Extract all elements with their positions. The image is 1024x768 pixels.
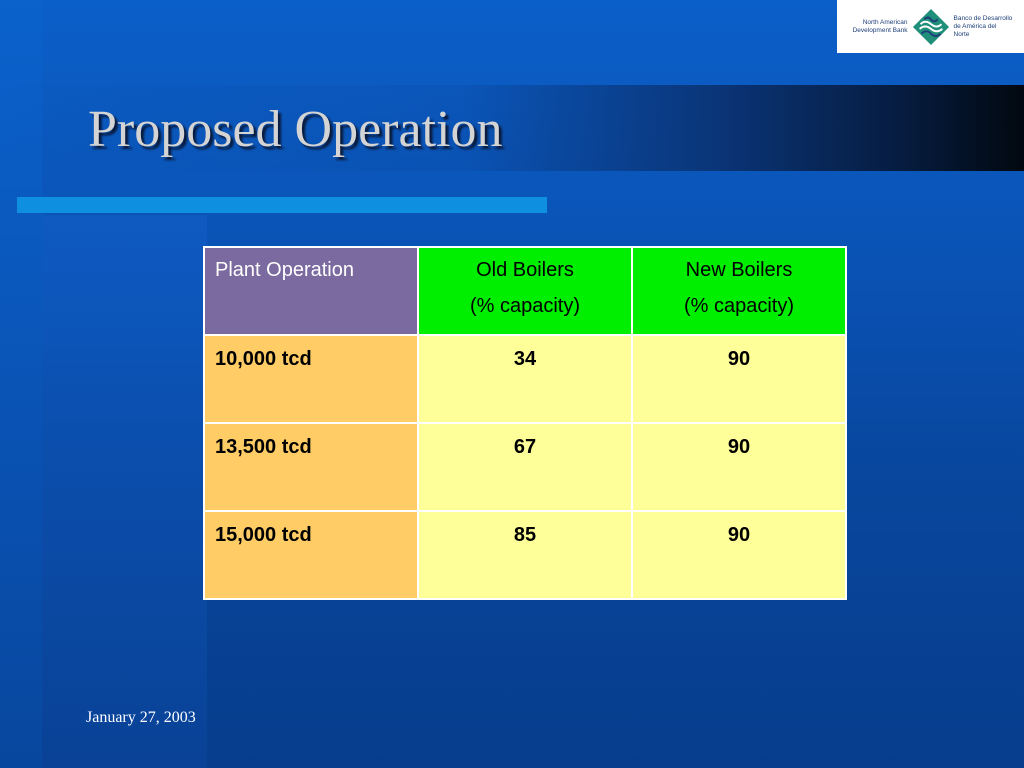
header-old-boilers-unit: (% capacity): [469, 295, 581, 317]
row-label: 15,000 tcd: [203, 510, 419, 600]
diamond-logo-icon: [912, 8, 949, 45]
row-label: 13,500 tcd: [203, 422, 419, 512]
title-accent-bar: [17, 197, 547, 213]
new-boilers-value: 90: [631, 334, 847, 424]
title-band: [0, 85, 1024, 171]
logo-english-text: North American Development Bank: [848, 19, 908, 35]
left-inner-band: [42, 215, 207, 768]
table-row: 13,500 tcd 67 90: [203, 422, 847, 512]
header-new-boilers: New Boilers (% capacity): [631, 246, 847, 336]
operations-table: Plant Operation Old Boilers (% capacity)…: [203, 246, 847, 600]
header-new-boilers-unit: (% capacity): [683, 295, 795, 317]
table-row: 15,000 tcd 85 90: [203, 510, 847, 600]
slide-title: Proposed Operation: [88, 101, 503, 158]
logo-english-line2: Development Bank: [852, 26, 908, 34]
new-boilers-value: 90: [631, 422, 847, 512]
new-boilers-value: 90: [631, 510, 847, 600]
header-plant-operation-label: Plant Operation: [215, 259, 354, 281]
logo-spanish-line1: Banco de Desarrollo: [953, 14, 1013, 22]
logo-english-line1: North American: [862, 18, 908, 26]
logo-spanish-line2: de América del Norte: [953, 22, 997, 38]
header-old-boilers-label: Old Boilers: [476, 259, 574, 281]
old-boilers-value: 34: [417, 334, 633, 424]
footer-date: January 27, 2003: [86, 709, 196, 726]
table-header-row: Plant Operation Old Boilers (% capacity)…: [203, 246, 847, 336]
header-new-boilers-label: New Boilers: [685, 259, 793, 281]
nadbank-logo: North American Development Bank Banco de…: [837, 0, 1024, 53]
header-plant-operation: Plant Operation: [203, 246, 419, 336]
header-old-boilers: Old Boilers (% capacity): [417, 246, 633, 336]
table-row: 10,000 tcd 34 90: [203, 334, 847, 424]
old-boilers-value: 67: [417, 422, 633, 512]
row-label: 10,000 tcd: [203, 334, 419, 424]
old-boilers-value: 85: [417, 510, 633, 600]
logo-spanish-text: Banco de Desarrollo de América del Norte: [954, 15, 1014, 39]
